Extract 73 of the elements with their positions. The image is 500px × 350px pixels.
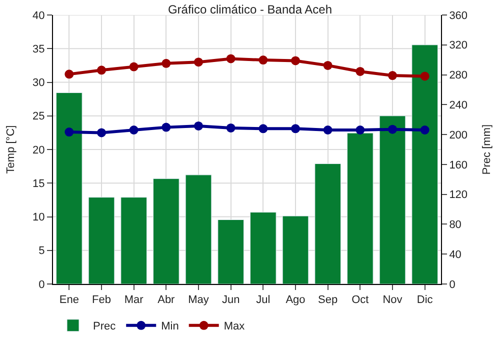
bar <box>185 174 212 284</box>
y2-tick-label: 40 <box>449 248 462 261</box>
y-axis-title: Temp [°C] <box>5 125 18 174</box>
bar <box>120 197 148 284</box>
y-tick-label: 30 <box>32 77 45 90</box>
point <box>388 71 397 80</box>
x-tick-label: Dic <box>416 294 434 306</box>
chart-title: Gráfico climático - Banda Aceh <box>168 2 332 17</box>
y2-tick-label: 320 <box>449 40 468 52</box>
y-tick-label: 5 <box>38 245 45 258</box>
point <box>420 126 430 134</box>
point <box>129 62 138 72</box>
y-tick-label: 0 <box>38 278 45 291</box>
y2-tick-label: 0 <box>449 278 456 291</box>
point <box>323 60 332 70</box>
y2-tick-label: 160 <box>449 159 468 172</box>
point <box>226 54 236 64</box>
x-tick-label: Mar <box>124 294 144 306</box>
point <box>388 124 397 134</box>
bar <box>412 44 438 284</box>
point <box>194 121 203 130</box>
point <box>356 126 365 134</box>
y2-tick-label: 80 <box>449 219 462 232</box>
y-tick-label: 25 <box>32 110 45 123</box>
legend-label: Prec <box>93 320 116 333</box>
point <box>162 58 171 68</box>
point <box>258 56 268 65</box>
x-tick-label: Feb <box>92 294 111 306</box>
y-tick-label: 10 <box>32 212 45 224</box>
y-tick-label: 15 <box>32 178 45 190</box>
y2-tick-label: 360 <box>449 10 468 22</box>
y-tick-label: 20 <box>32 144 45 156</box>
y2-axis-title: Prec [mm] <box>480 124 493 175</box>
x-tick-label: Sep <box>318 294 338 306</box>
y-tick-label: 35 <box>32 43 45 56</box>
bar <box>250 212 276 284</box>
y2-tick-label: 280 <box>449 70 468 82</box>
x-tick-label: Jul <box>256 294 270 306</box>
point <box>162 122 171 132</box>
x-tick-label: Oct <box>352 294 369 306</box>
y2-tick-label: 200 <box>449 129 468 142</box>
x-tick-label: Ene <box>59 294 79 306</box>
y2-tick-label: 240 <box>449 100 468 112</box>
bar <box>56 92 82 284</box>
x-tick-label: Jun <box>222 294 240 306</box>
point <box>64 70 74 79</box>
point <box>129 126 138 134</box>
bar <box>282 216 309 284</box>
point <box>258 124 268 134</box>
bar <box>379 116 406 284</box>
bar <box>346 132 374 284</box>
point <box>64 128 74 137</box>
legend-label: Min <box>161 320 179 333</box>
y-tick-label: 40 <box>32 10 45 22</box>
point <box>323 126 332 134</box>
bar <box>152 178 180 284</box>
point <box>291 124 300 134</box>
x-tick-label: Abr <box>158 294 176 306</box>
legend-label: Max <box>224 320 246 333</box>
point <box>226 123 236 132</box>
x-tick-label: Nov <box>382 294 403 306</box>
point <box>97 128 106 138</box>
x-tick-label: May <box>188 294 210 306</box>
point <box>356 66 365 76</box>
x-tick-label: Ago <box>286 294 306 306</box>
y2-tick-label: 120 <box>449 189 468 202</box>
point <box>97 66 106 75</box>
bar <box>314 163 342 284</box>
point <box>194 58 203 67</box>
bar <box>218 219 244 284</box>
bar <box>88 197 115 284</box>
point <box>420 72 430 81</box>
point <box>291 56 300 66</box>
